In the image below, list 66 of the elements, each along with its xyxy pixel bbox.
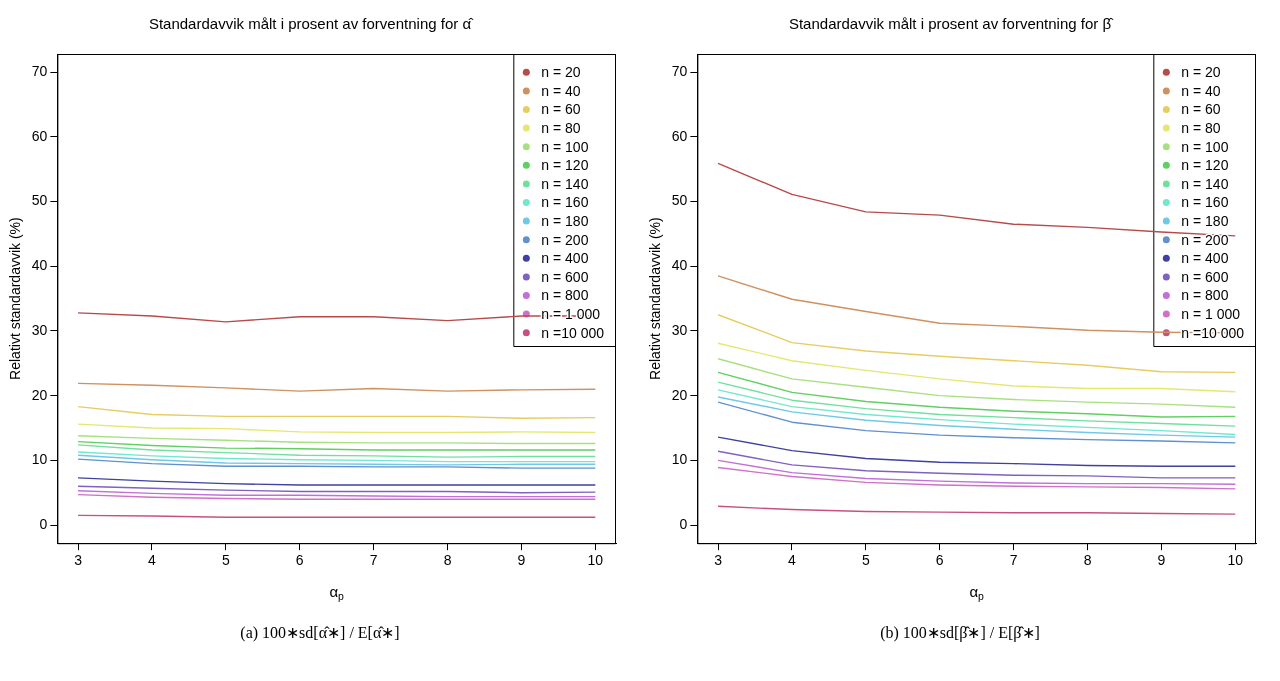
y-tick-label: 40 xyxy=(31,257,48,274)
y-tick-label: 50 xyxy=(671,192,688,209)
legend-label: n = 800 xyxy=(1181,287,1229,304)
y-tick-label: 50 xyxy=(31,192,48,209)
legend-label: n = 60 xyxy=(1181,101,1221,118)
legend-label: n = 100 xyxy=(1181,138,1229,155)
x-tick-label: 3 xyxy=(74,552,83,569)
legend-label: n = 1 000 xyxy=(1181,305,1241,322)
x-tick-label: 5 xyxy=(221,552,230,569)
x-tick-label: 10 xyxy=(587,552,604,569)
legend-label: n = 140 xyxy=(541,175,589,192)
y-tick-label: 0 xyxy=(679,515,688,532)
x-tick-label: 5 xyxy=(861,552,870,569)
y-tick-label: 20 xyxy=(31,386,48,403)
chart-title: Standardavvik målt i prosent av forventning for β̂ xyxy=(788,15,1115,33)
y-tick-label: 10 xyxy=(31,451,48,468)
x-tick-label: 7 xyxy=(1009,552,1018,569)
legend-label: n = 60 xyxy=(541,101,581,118)
legend-label: n = 20 xyxy=(1181,64,1221,81)
legend-label: n = 80 xyxy=(1181,119,1221,136)
y-tick-label: 70 xyxy=(671,62,688,79)
y-tick-label: 70 xyxy=(31,62,48,79)
x-tick-label: 4 xyxy=(788,552,797,569)
x-tick-label: 6 xyxy=(935,552,944,569)
legend-label: n = 20 xyxy=(541,64,581,81)
legend-label: n = 160 xyxy=(1181,194,1229,211)
legend-label: n = 80 xyxy=(541,119,581,136)
y-tick-label: 60 xyxy=(31,127,48,144)
legend-label: n = 600 xyxy=(541,268,589,285)
legend-label: n = 40 xyxy=(541,82,581,99)
y-axis-title: Relativt standardavvik (%) xyxy=(7,217,24,380)
y-tick-label: 20 xyxy=(671,386,688,403)
x-tick-label: 9 xyxy=(517,552,526,569)
y-tick-label: 30 xyxy=(31,321,48,338)
legend-label: n = 600 xyxy=(1181,268,1229,285)
legend-label: n = 40 xyxy=(1181,82,1221,99)
legend-label: n = 800 xyxy=(541,287,589,304)
legend-label: n = 200 xyxy=(541,231,589,248)
x-tick-label: 8 xyxy=(1083,552,1092,569)
y-axis-title: Relativt standardavvik (%) xyxy=(647,217,664,380)
text: (b) 100∗sd[β̂∗] / E[β̂∗] xyxy=(879,623,1041,642)
x-tick-label: 3 xyxy=(714,552,723,569)
x-tick-label: 4 xyxy=(148,552,157,569)
x-tick-label: 7 xyxy=(369,552,378,569)
x-tick-label: 6 xyxy=(295,552,304,569)
legend-label: n = 160 xyxy=(541,194,589,211)
legend-label: n = 120 xyxy=(1181,157,1229,174)
y-tick-label: 10 xyxy=(671,451,688,468)
y-tick-label: 40 xyxy=(671,257,688,274)
text: (a) 100∗sd[α̂∗] / E[α̂∗] xyxy=(239,623,401,642)
y-tick-label: 30 xyxy=(671,321,688,338)
y-tick-label: 60 xyxy=(671,127,688,144)
x-tick-label: 8 xyxy=(443,552,452,569)
legend-label: n = 400 xyxy=(541,250,589,267)
x-tick-label: 10 xyxy=(1227,552,1244,569)
legend-label: n = 120 xyxy=(541,157,589,174)
legend-label: n = 140 xyxy=(1181,175,1229,192)
chart-title: Standardavvik målt i prosent av forventning for α̂ xyxy=(148,15,475,33)
legend-label: n = 200 xyxy=(1181,231,1229,248)
legend-label: n =10 000 xyxy=(541,324,605,341)
legend-label: n = 100 xyxy=(541,138,589,155)
legend-label: n = 180 xyxy=(1181,212,1229,229)
x-tick-label: 9 xyxy=(1157,552,1166,569)
legend-label: n = 400 xyxy=(1181,250,1229,267)
y-tick-label: 0 xyxy=(39,515,48,532)
legend-label: n = 180 xyxy=(541,212,589,229)
